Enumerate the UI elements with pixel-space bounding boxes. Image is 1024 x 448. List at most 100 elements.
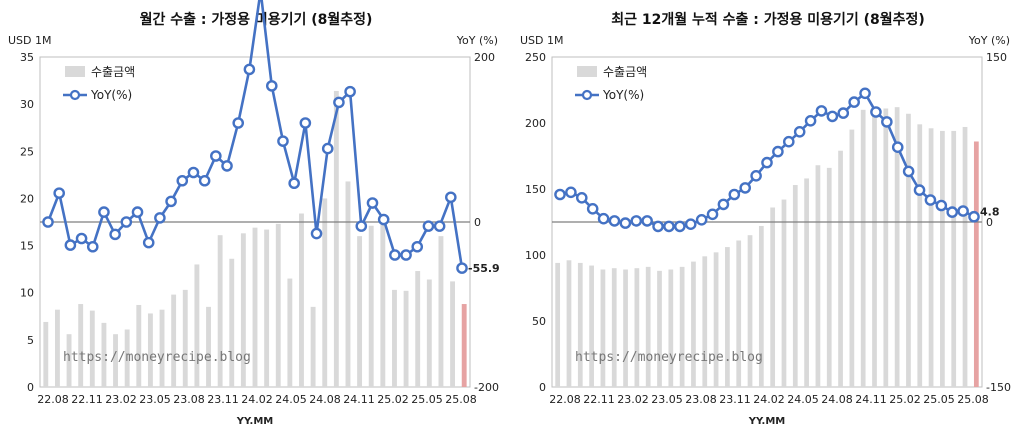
export-bar — [691, 261, 696, 387]
x-tick-label: 23.02 — [617, 393, 649, 406]
watermark-text: https://moneyrecipe.blog — [63, 350, 251, 365]
yoy-point — [42, 216, 54, 228]
yoy-point — [968, 210, 980, 223]
left-tick-label: 150 — [525, 183, 546, 196]
export-bar — [264, 229, 270, 387]
chart-title: 최근 12개월 누적 수출 : 가정용 미용기기 (8월추정) — [611, 11, 925, 28]
export-bar — [252, 227, 258, 387]
yoy-point — [277, 135, 289, 147]
x-tick-label: 25.05 — [411, 393, 443, 406]
export-bar — [702, 256, 708, 387]
yoy-point — [422, 220, 435, 232]
yoy-point — [344, 85, 356, 98]
left-tick-label: 15 — [20, 240, 34, 253]
export-bar — [566, 260, 572, 387]
export-bar — [392, 289, 397, 387]
export-bar — [66, 334, 72, 387]
x-tick-label: 24.02 — [241, 393, 273, 406]
export-bar — [555, 262, 561, 387]
export-bar — [623, 269, 628, 387]
left-axis-unit: USD 1M — [8, 34, 52, 47]
yoy-point — [288, 177, 300, 190]
yoy-point — [98, 206, 110, 218]
yoy-point — [782, 135, 795, 148]
yoy-point — [630, 215, 643, 227]
yoy-point — [554, 188, 566, 201]
export-bar — [357, 236, 363, 387]
yoy-point — [575, 191, 588, 204]
yoy-point — [299, 117, 312, 129]
x-tick-label: 25.08 — [445, 393, 477, 406]
export-bar — [645, 266, 651, 387]
yoy-point — [848, 96, 860, 108]
yoy-point — [355, 220, 368, 232]
export-bar — [781, 199, 787, 387]
legend-bar-swatch — [65, 66, 85, 77]
yoy-point — [445, 191, 457, 204]
left-tick-label: 5 — [27, 334, 34, 347]
legend-bar-swatch — [577, 66, 597, 77]
export-bar — [415, 271, 421, 387]
export-bar — [894, 107, 900, 387]
yoy-point — [695, 213, 708, 226]
monthly-export-chart-panel: 월간 수출 : 가정용 미용기기 (8월추정) USD 1M YoY (%) 0 5 10… — [8, 0, 500, 427]
export-bar — [299, 213, 304, 387]
yoy-point — [187, 166, 200, 179]
yoy-point — [310, 227, 323, 240]
left-tick-label: 100 — [525, 249, 546, 262]
export-bar — [54, 309, 60, 387]
yoy-point — [154, 212, 166, 224]
yoy-point — [684, 218, 697, 230]
export-bar — [380, 219, 386, 387]
x-tick-label: 24.02 — [753, 393, 785, 406]
yoy-point — [859, 87, 871, 100]
export-bar — [600, 269, 606, 387]
export-bar — [322, 198, 328, 387]
yoy-point — [924, 194, 937, 206]
export-bar — [589, 265, 594, 387]
x-tick-label: 25.08 — [957, 393, 989, 406]
yoy-point — [210, 150, 222, 162]
x-tick-label: 23.02 — [105, 393, 137, 406]
yoy-point — [717, 198, 730, 211]
yoy-point — [946, 206, 959, 218]
yoy-point — [706, 208, 719, 221]
x-tick-label: 24.05 — [275, 393, 307, 406]
legend-line-label: YoY(%) — [602, 88, 644, 102]
x-tick-label: 22.08 — [37, 393, 69, 406]
export-bar — [577, 262, 583, 387]
export-bar — [89, 310, 95, 387]
right-axis-unit: YoY (%) — [456, 34, 498, 47]
right-tick-label: 200 — [474, 51, 495, 64]
left-tick-label: 35 — [20, 51, 34, 64]
yoy-point — [333, 96, 345, 109]
x-tick-label: 25.05 — [923, 393, 955, 406]
x-tick-label: 24.08 — [821, 393, 853, 406]
x-tick-label: 25.02 — [377, 393, 409, 406]
export-bar — [860, 109, 866, 388]
yoy-point — [957, 205, 969, 217]
cumulative-export-chart: 최근 12개월 누적 수출 : 가정용 미용기기 (8월추정) USD 1M YoY… — [520, 11, 1011, 427]
yoy-point — [120, 216, 133, 228]
yoy-point — [837, 107, 850, 119]
x-axis-title: YY.MM — [236, 416, 274, 427]
right-tick-label: -200 — [474, 381, 499, 394]
yoy-point — [456, 262, 468, 274]
export-bar — [668, 269, 674, 387]
x-tick-label: 23.11 — [719, 393, 751, 406]
yoy-point — [793, 126, 806, 138]
export-bar — [725, 247, 730, 387]
export-bar — [124, 329, 130, 387]
yoy-point — [321, 142, 334, 155]
x-tick-label: 24.05 — [787, 393, 819, 406]
export-bar — [883, 108, 889, 387]
yoy-point — [265, 80, 278, 92]
export-bar — [206, 306, 211, 387]
left-tick-label: 30 — [20, 98, 34, 111]
export-bar — [403, 290, 409, 387]
yoy-point — [663, 220, 675, 233]
x-tick-label: 24.11 — [343, 393, 375, 406]
yoy-point — [804, 115, 817, 127]
left-tick-label: 250 — [525, 51, 546, 64]
export-bar — [78, 304, 84, 387]
